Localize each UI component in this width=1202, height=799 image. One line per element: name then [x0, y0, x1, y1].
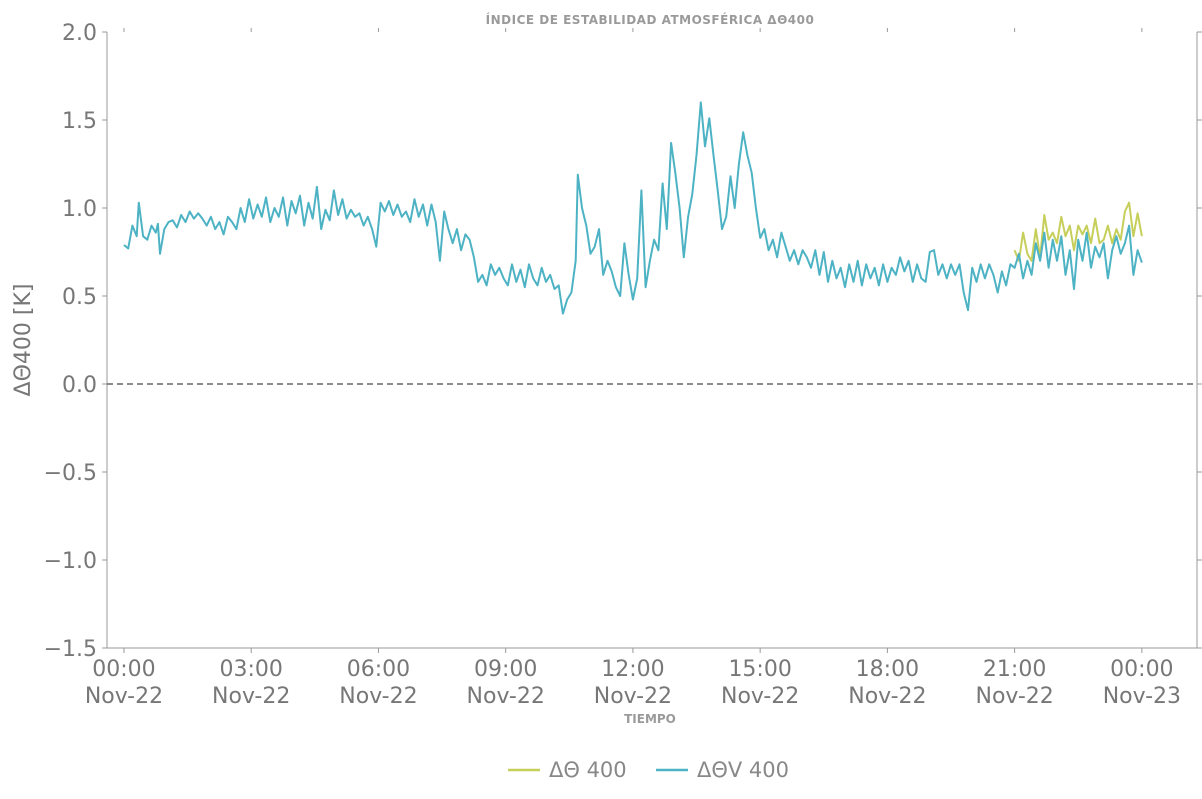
series-line-theta-v: [123, 101, 1143, 315]
y-tick-label: 2.0: [62, 21, 97, 46]
chart-title: ÍNDICE DE ESTABILIDAD ATMOSFÉRICA ΔΘ400: [486, 12, 815, 27]
x-tick-time: 03:00: [219, 657, 282, 682]
x-tick-time: 09:00: [474, 657, 537, 682]
y-tick-label: 1.0: [62, 197, 97, 222]
x-tick-date: Nov-22: [975, 684, 1053, 709]
y-tick-label: −1.5: [44, 637, 97, 662]
x-tick-date: Nov-22: [721, 684, 799, 709]
y-tick-label: −1.0: [44, 549, 97, 574]
x-tick-date: Nov-23: [1103, 684, 1181, 709]
legend: ΔΘ 400 ΔΘV 400: [508, 758, 789, 782]
x-tick-date: Nov-22: [848, 684, 926, 709]
y-axis-label: ΔΘ400 [K]: [11, 284, 36, 397]
x-tick-date: Nov-22: [594, 684, 672, 709]
x-tick-time: 06:00: [347, 657, 410, 682]
x-tick-time: 15:00: [728, 657, 791, 682]
x-tick-time: 00:00: [1110, 657, 1173, 682]
x-tick-time: 00:00: [92, 657, 155, 682]
x-tick-date: Nov-22: [339, 684, 417, 709]
series-line-theta: [1013, 201, 1143, 262]
y-tick-label: 0.0: [62, 373, 97, 398]
x-tick-time: 18:00: [856, 657, 919, 682]
x-tick-time: 21:00: [983, 657, 1046, 682]
y-tick-label: 0.5: [62, 285, 97, 310]
axes: 2.01.51.00.50.0−0.5−1.0−1.500:00Nov-2203…: [44, 21, 1202, 709]
x-tick-date: Nov-22: [467, 684, 545, 709]
y-tick-label: −0.5: [44, 461, 97, 486]
legend-label: ΔΘV 400: [697, 758, 789, 782]
x-tick-time: 12:00: [601, 657, 664, 682]
series-layer: [123, 101, 1143, 315]
legend-label: ΔΘ 400: [549, 758, 627, 782]
x-tick-date: Nov-22: [212, 684, 290, 709]
x-axis-label: TIEMPO: [624, 712, 676, 726]
x-tick-date: Nov-22: [85, 684, 163, 709]
y-tick-label: 1.5: [62, 109, 97, 134]
